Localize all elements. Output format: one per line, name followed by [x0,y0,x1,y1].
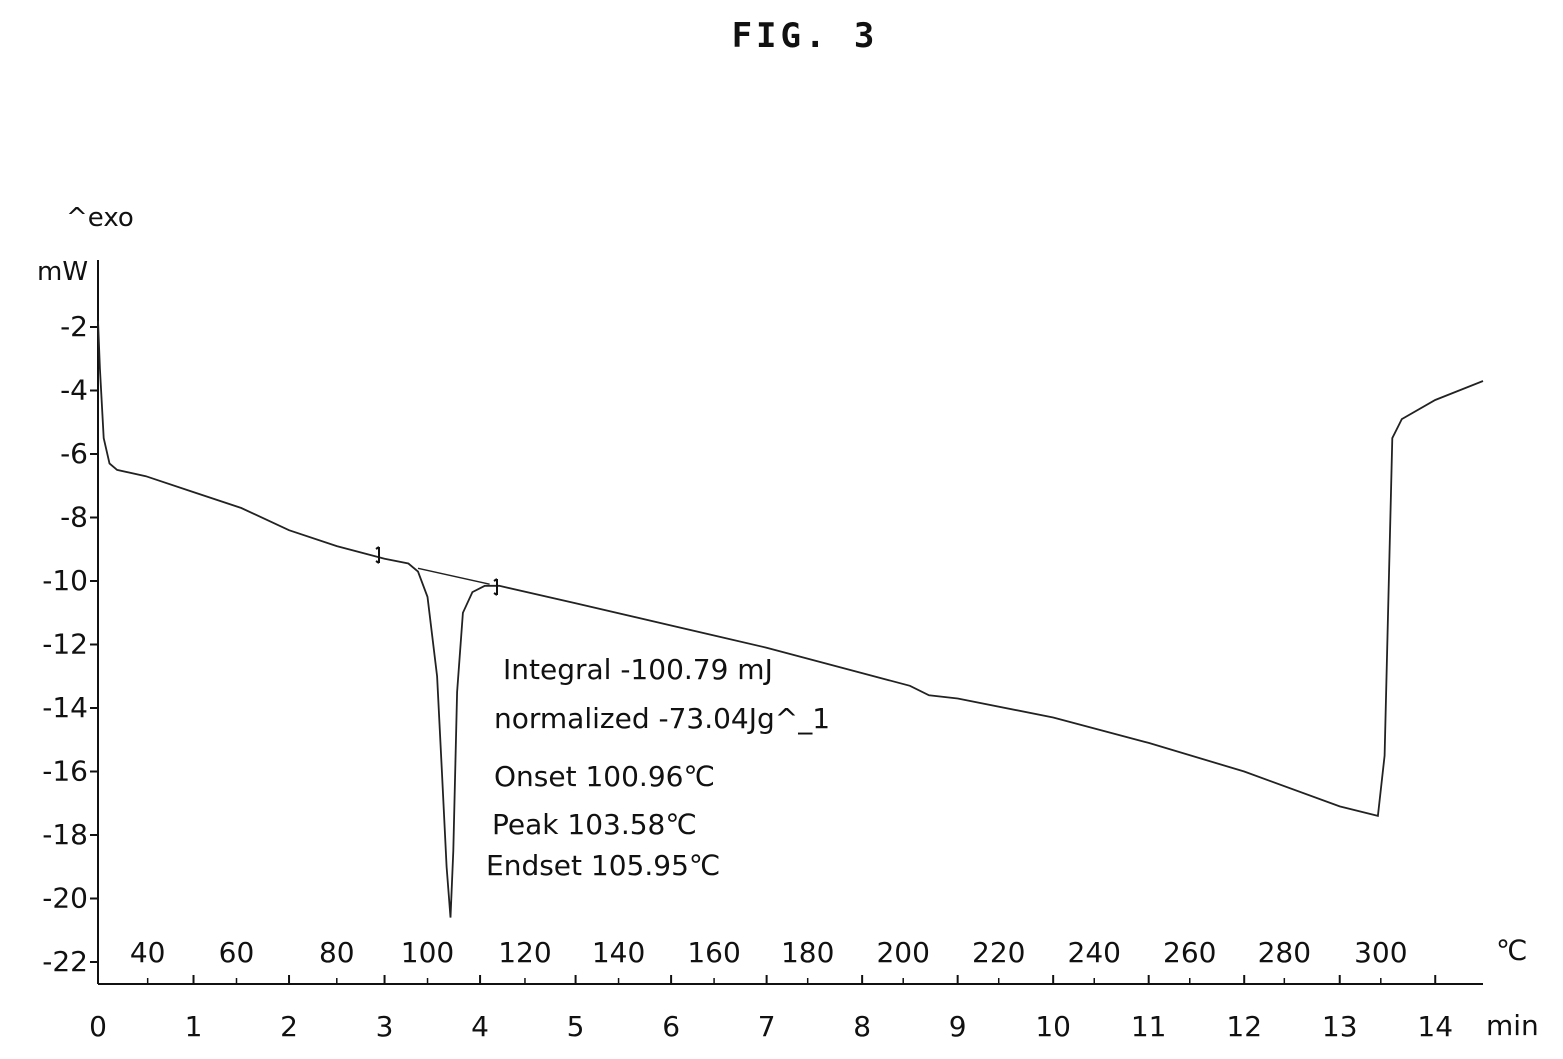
x-tick-label-10: 10 [1035,1010,1071,1043]
y-unit-label: mW [37,257,88,287]
y-tick-label-0: -2 [60,310,88,343]
figure-label: FIG. 3 [732,16,879,56]
temperature-tick-group: 40 60 80 100 120 140 160 180 200 220 240 260 280 300 [130,936,1408,984]
dsc-curve [97,320,1484,918]
peak-annotation: Integral -100.79 mJ normalized -73.04Jg^… [486,653,830,882]
temperature-tick-label-6: 160 [687,936,740,969]
x-tick-label-1: 1 [185,1010,203,1043]
temperature-tick-label-11: 260 [1163,936,1216,969]
y-tick-group: -2 -4 -6 -8 -10 -12 -14 -16 -18 -20 -22 [42,310,98,978]
x-tick-label-7: 7 [758,1010,776,1043]
temperature-tick-label-9: 220 [972,936,1025,969]
x-tick-label-9: 9 [949,1010,967,1043]
x-tick-label-4: 4 [471,1010,489,1043]
temperature-tick-label-3: 100 [401,936,454,969]
y-tick-label-8: -18 [42,818,88,851]
integration-baseline [417,567,490,585]
temperature-unit-label: ℃ [1496,934,1527,967]
temperature-tick-label-0: 40 [130,936,166,969]
temperature-tick-label-12: 280 [1258,936,1311,969]
onset-label: Onset 100.96℃ [494,760,715,793]
y-tick-label-2: -6 [60,437,88,470]
temperature-tick-label-10: 240 [1068,936,1121,969]
x-tick-label-5: 5 [567,1010,585,1043]
x-tick-label-14: 14 [1417,1010,1453,1043]
x-tick-label-12: 12 [1226,1010,1262,1043]
y-tick-label-9: -20 [42,882,88,915]
x-tick-label-6: 6 [662,1010,680,1043]
y-tick-label-4: -10 [42,564,88,597]
y-tick-label-7: -16 [42,755,88,788]
y-tick-label-6: -14 [42,691,88,724]
y-tick-label-10: -22 [42,945,88,978]
x-tick-label-8: 8 [853,1010,871,1043]
temperature-tick-label-4: 120 [498,936,551,969]
temperature-tick-label-13: 300 [1354,936,1407,969]
temperature-tick-label-2: 80 [319,936,355,969]
temperature-tick-label-7: 180 [781,936,834,969]
x-tick-label-2: 2 [280,1010,298,1043]
endset-label: Endset 105.95℃ [486,849,720,882]
y-tick-label-1: -4 [60,374,88,407]
y-tick-label-3: -8 [60,501,88,534]
temperature-tick-label-1: 60 [219,936,255,969]
right-integration-marker [493,578,498,596]
y-tick-label-5: -12 [42,628,88,661]
x-tick-label-13: 13 [1322,1010,1358,1043]
temperature-tick-label-8: 200 [876,936,929,969]
peak-label: Peak 103.58℃ [492,808,697,841]
y-direction-label: ^exo [66,203,134,233]
x-tick-label-11: 11 [1131,1010,1167,1043]
left-integration-marker [375,546,380,564]
x-unit-label: min [1486,1009,1539,1042]
x-tick-label-3: 3 [376,1010,394,1043]
temperature-tick-label-5: 140 [592,936,645,969]
normalized-label: normalized -73.04Jg^_1 [494,702,830,735]
x-tick-group: 0 1 2 3 4 5 6 7 8 9 10 11 12 13 14 [89,975,1453,1043]
x-tick-label-0: 0 [89,1010,107,1043]
integral-label: Integral -100.79 mJ [503,653,773,686]
